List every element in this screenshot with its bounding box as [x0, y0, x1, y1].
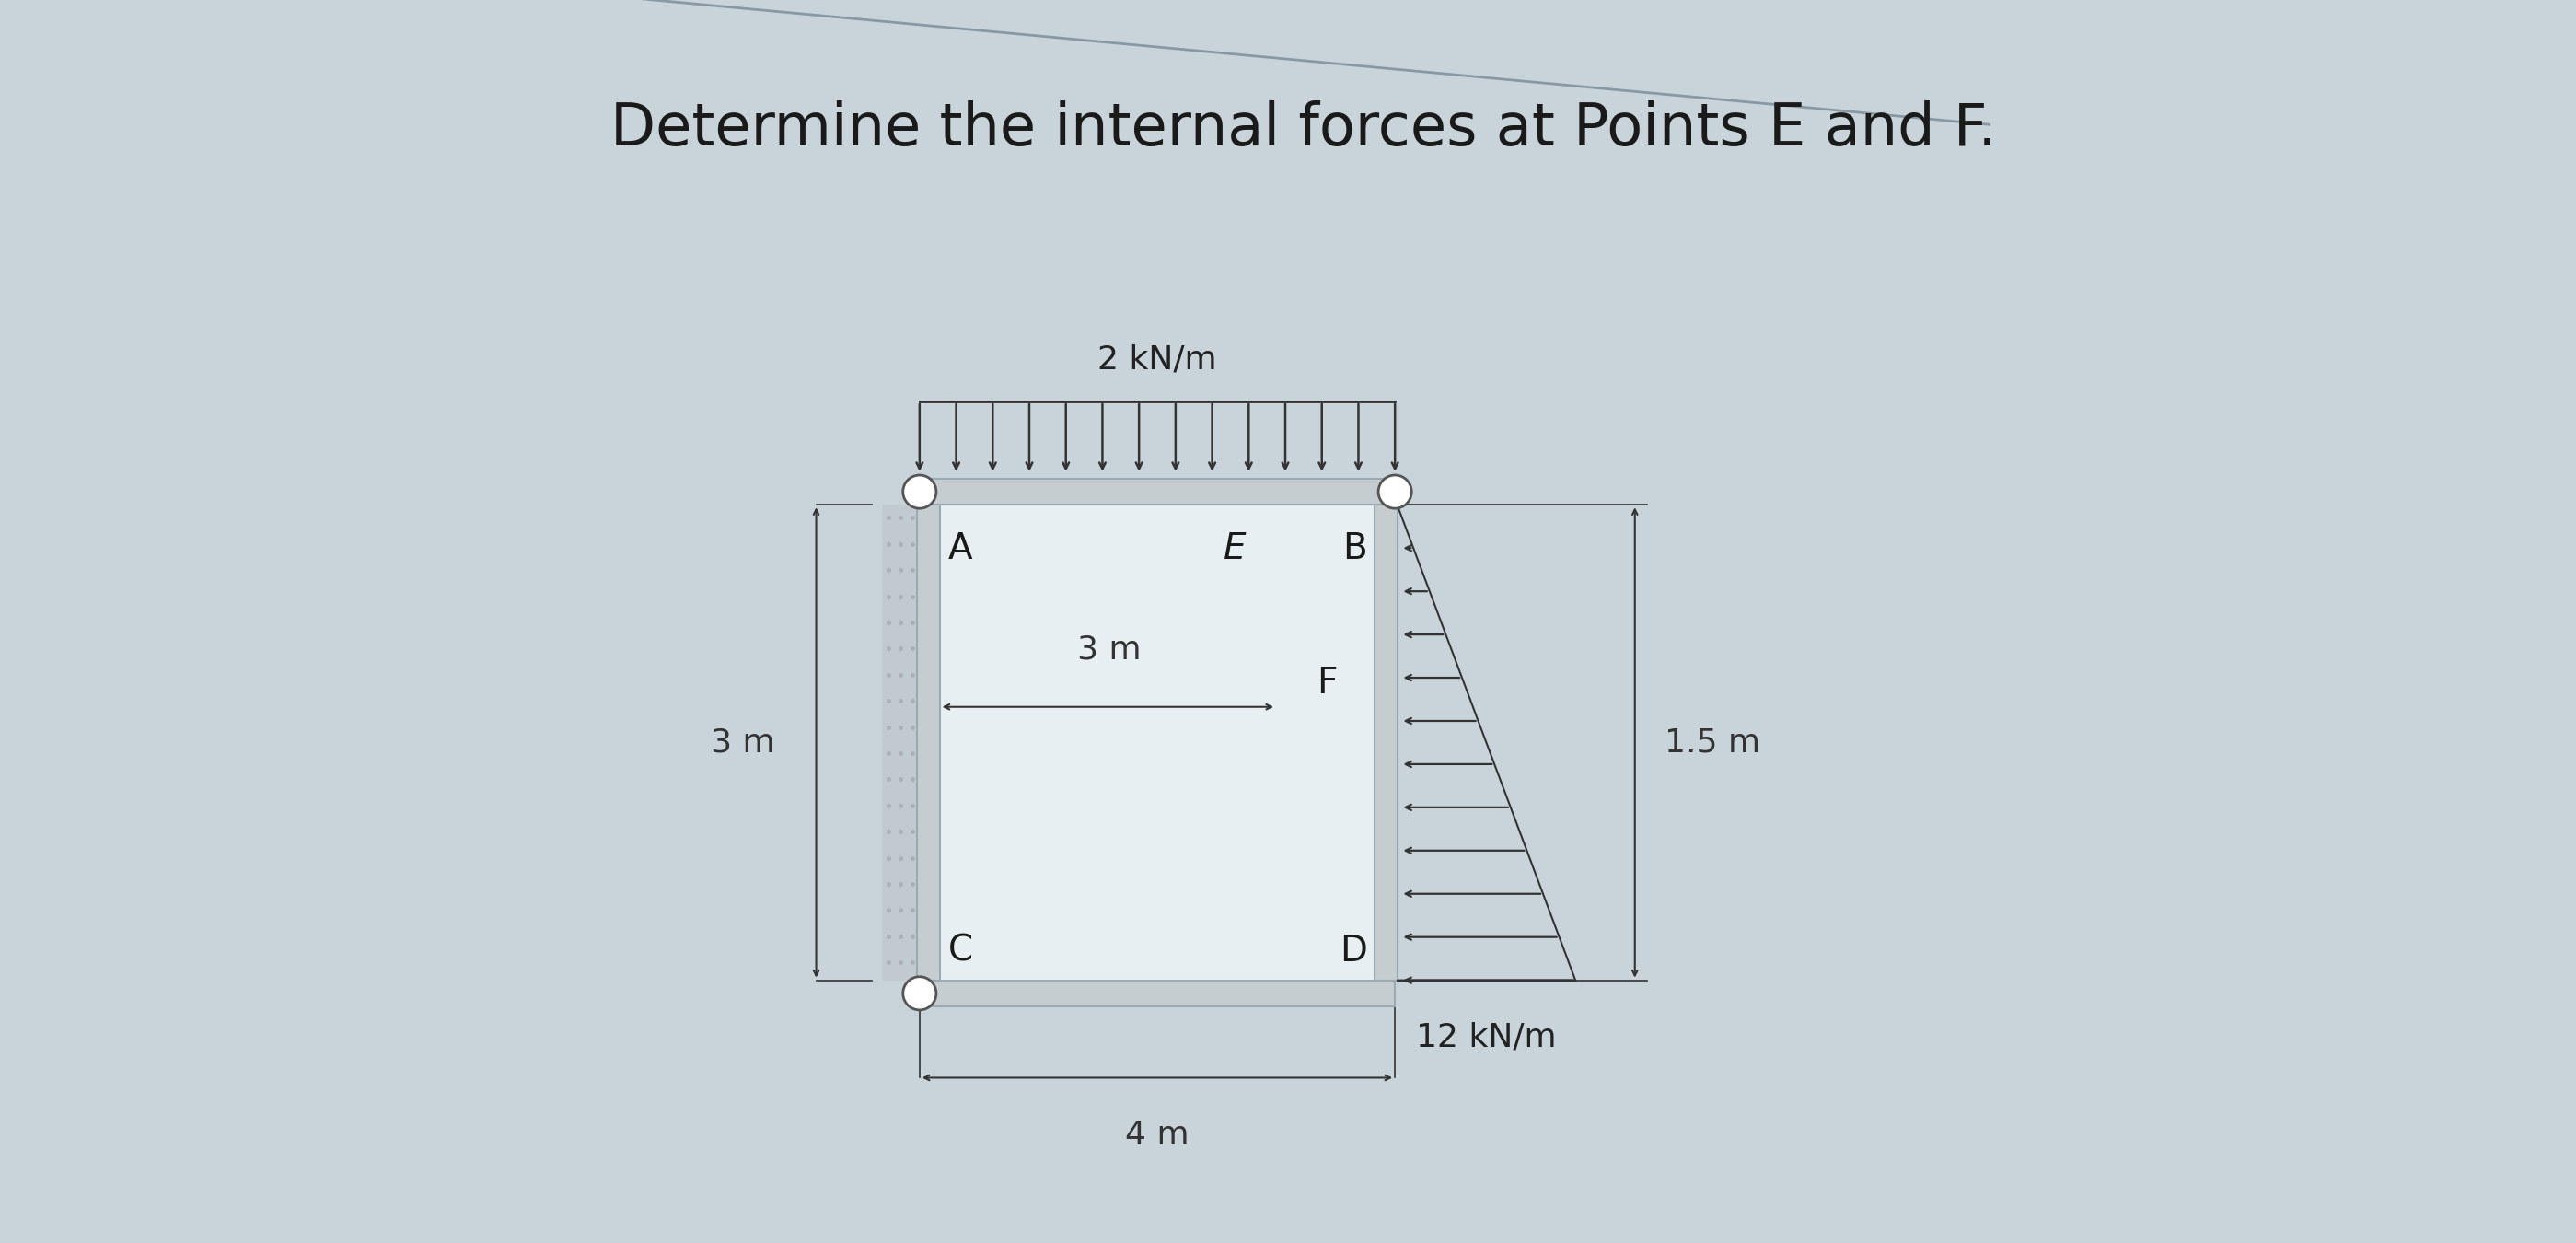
Text: C: C — [948, 933, 974, 968]
Text: 3 m: 3 m — [1077, 634, 1141, 665]
Text: B: B — [1342, 531, 1368, 566]
Circle shape — [904, 977, 935, 1011]
Text: 12 kN/m: 12 kN/m — [1417, 1022, 1556, 1053]
Text: A: A — [948, 531, 971, 566]
FancyBboxPatch shape — [881, 505, 920, 981]
Circle shape — [904, 475, 935, 508]
Text: F: F — [1316, 665, 1337, 701]
Text: Determine the internal forces at Points E and F.: Determine the internal forces at Points … — [611, 101, 1996, 158]
Text: D: D — [1340, 933, 1368, 968]
Text: 3 m: 3 m — [711, 727, 775, 758]
Text: 1.5 m: 1.5 m — [1664, 727, 1759, 758]
FancyBboxPatch shape — [920, 981, 1396, 1007]
Text: E: E — [1224, 531, 1247, 566]
FancyBboxPatch shape — [920, 479, 1396, 505]
FancyBboxPatch shape — [917, 505, 940, 981]
Text: 4 m: 4 m — [1126, 1119, 1190, 1151]
Circle shape — [1378, 475, 1412, 508]
Text: 2 kN/m: 2 kN/m — [1097, 344, 1216, 375]
FancyBboxPatch shape — [920, 505, 1396, 981]
FancyBboxPatch shape — [1376, 505, 1396, 981]
